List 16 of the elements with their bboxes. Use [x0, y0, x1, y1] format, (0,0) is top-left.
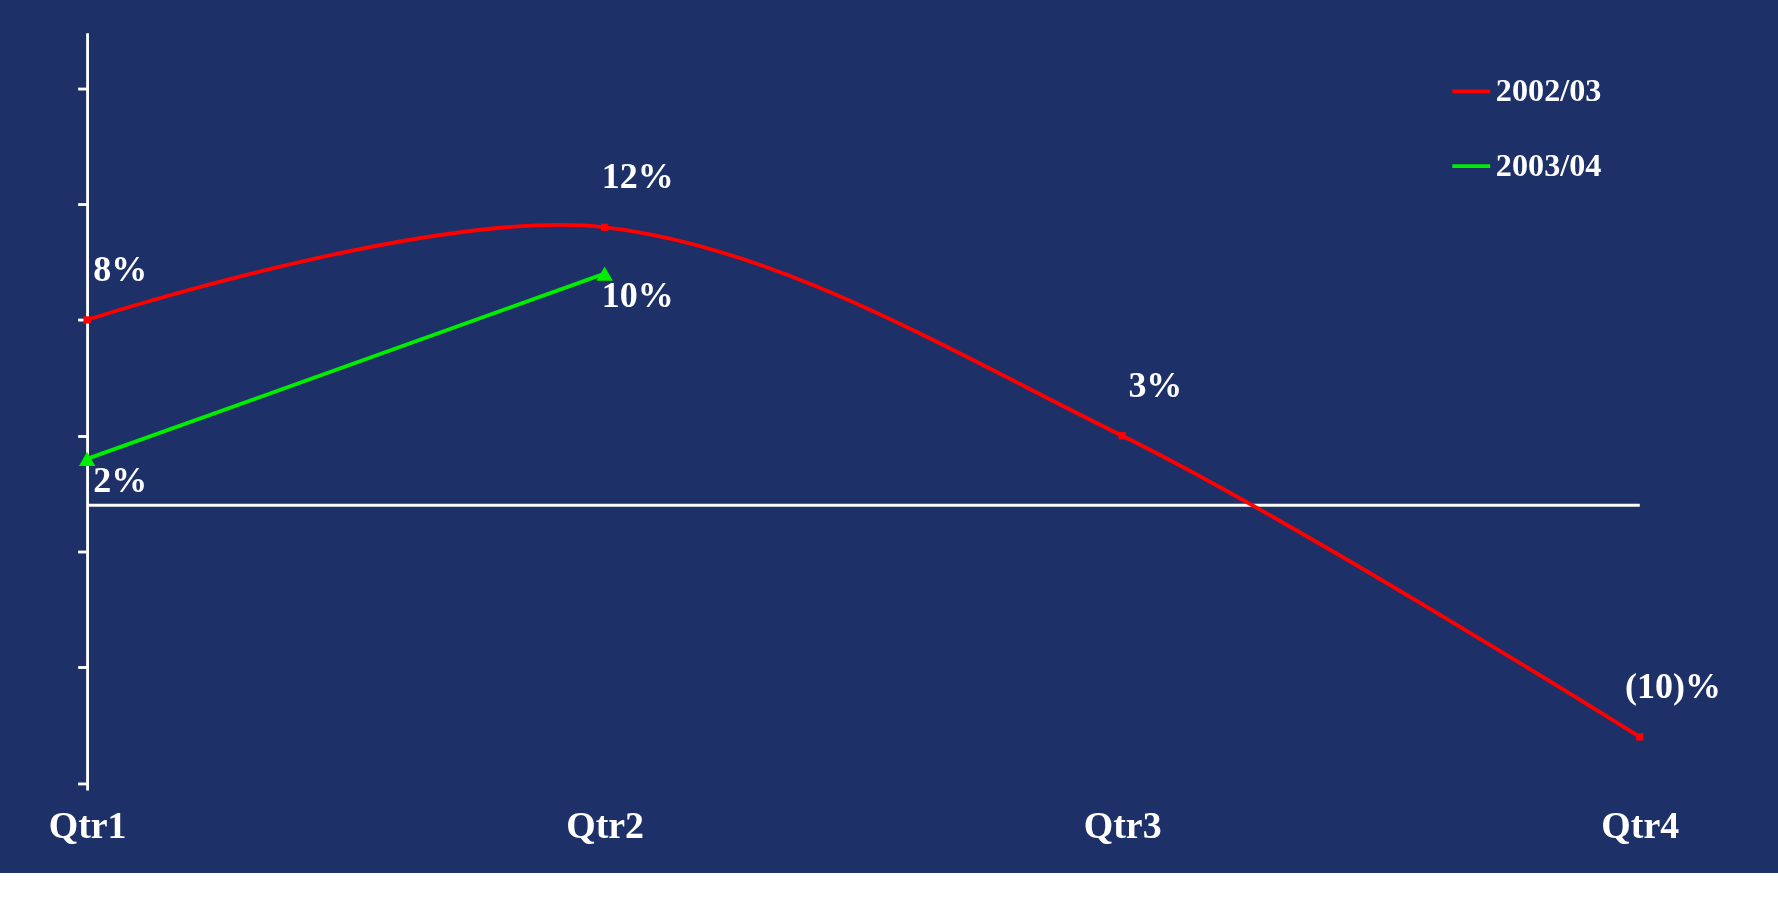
data-label: 12%: [601, 156, 674, 197]
data-label: 10%: [601, 274, 674, 315]
x-tick-label: Qtr3: [1083, 803, 1162, 846]
point: [83, 316, 91, 324]
data-label: 8%: [93, 249, 148, 290]
point: [1636, 733, 1644, 741]
x-tick-label: Qtr2: [566, 803, 645, 846]
data-label: (10)%: [1624, 666, 1721, 707]
data-label: 3%: [1128, 364, 1183, 405]
legend-label: 2003/04: [1495, 146, 1602, 183]
point: [1118, 432, 1126, 440]
data-label: 2%: [93, 460, 148, 501]
x-tick-label: Qtr1: [48, 803, 127, 846]
x-tick-label: Qtr4: [1601, 803, 1680, 846]
point: [600, 223, 609, 231]
legend-label: 2002/03: [1495, 71, 1602, 108]
